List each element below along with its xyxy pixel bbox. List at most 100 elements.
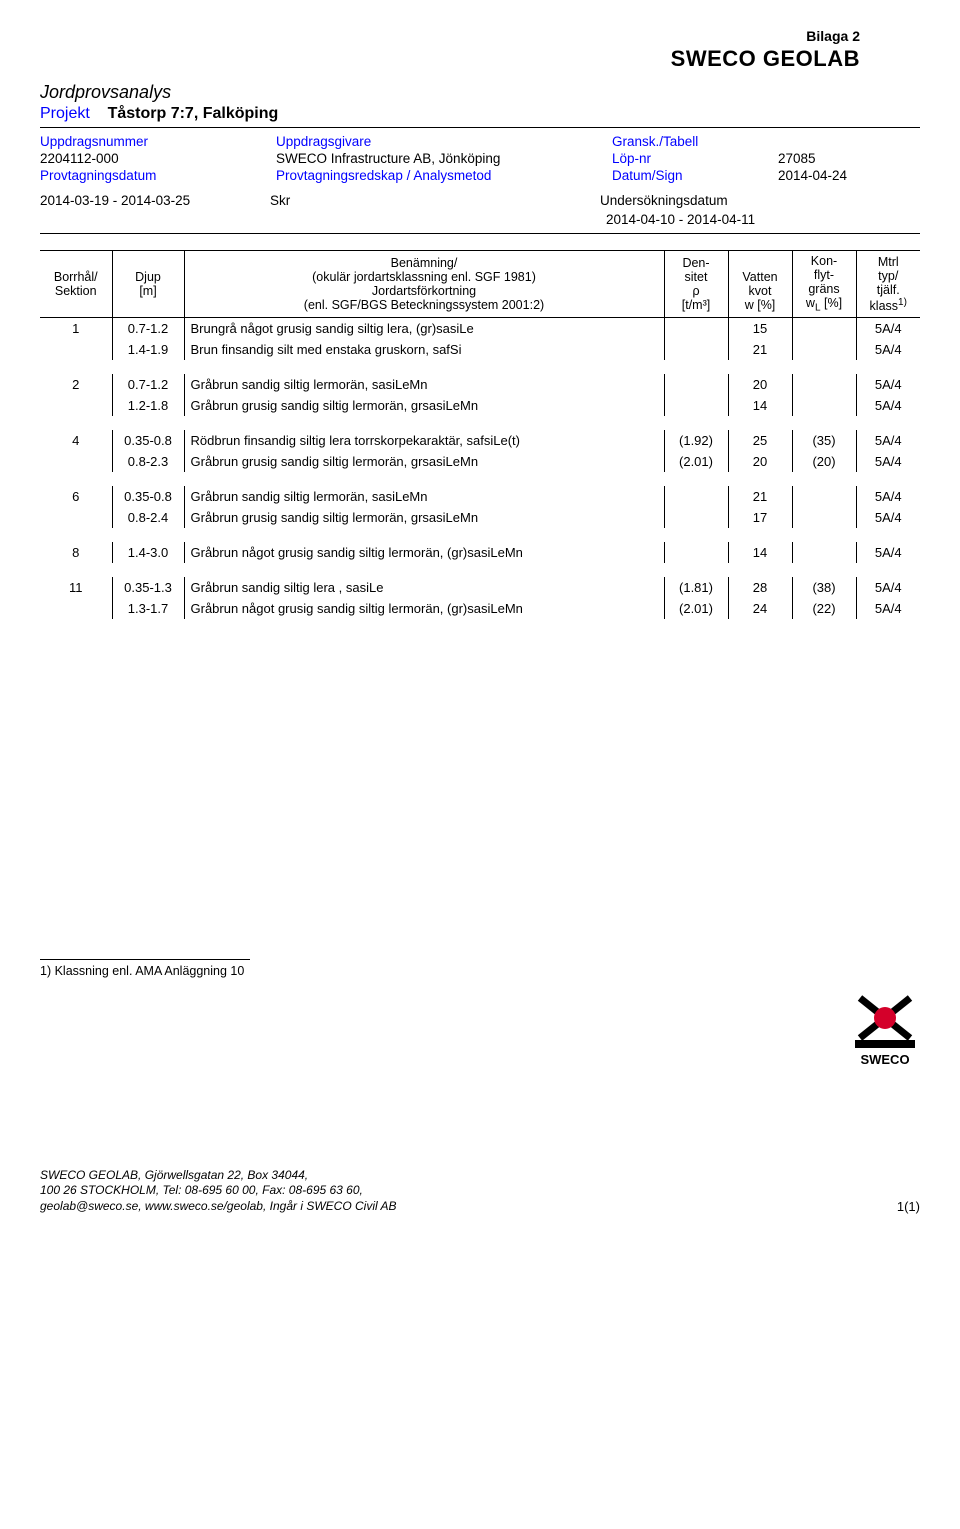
brand-label: SWECO GEOLAB [40,46,920,72]
cell-mtrl: 5A/4 [856,598,920,619]
cell-benamning: Rödbrun finsandig siltig lera torrskorpe… [184,430,664,451]
uppdragsgivare-label: Uppdragsgivare [276,134,606,149]
table-row: 0.8-2.4Gråbrun grusig sandig siltig lerm… [40,507,920,528]
cell-mtrl: 5A/4 [856,451,920,472]
cell-borrhal [40,339,112,360]
cell-kon: (38) [792,577,856,598]
uppdragsnummer-label: Uppdragsnummer [40,134,270,149]
cell-densitet [664,395,728,416]
cell-mtrl: 5A/4 [856,339,920,360]
cell-vatten: 15 [728,317,792,339]
gransk-label: Gransk./Tabell [612,134,772,149]
provtagningsredskap-value: Skr [270,193,600,208]
cell-djup: 1.2-1.8 [112,395,184,416]
table-row: 60.35-0.8Gråbrun sandig siltig lermorän,… [40,486,920,507]
projekt-value: Tåstorp 7:7, Falköping [108,105,279,122]
cell-benamning: Gråbrun sandig siltig lera , sasiLe [184,577,664,598]
cell-vatten: 28 [728,577,792,598]
cell-vatten: 17 [728,507,792,528]
cell-kon: (35) [792,430,856,451]
cell-djup: 0.7-1.2 [112,317,184,339]
cell-djup: 0.8-2.4 [112,507,184,528]
divider [40,233,920,234]
cell-benamning: Gråbrun grusig sandig siltig lermorän, g… [184,507,664,528]
cell-densitet [664,507,728,528]
cell-densitet [664,486,728,507]
th-djup: Djup[m] [112,251,184,318]
cell-borrhal: 2 [40,374,112,395]
provtagningsredskap-label: Provtagningsredskap / Analysmetod [276,168,606,183]
cell-borrhal [40,395,112,416]
cell-kon [792,339,856,360]
cell-mtrl: 5A/4 [856,542,920,563]
page-number: 1(1) [897,1199,920,1214]
cell-densitet: (1.92) [664,430,728,451]
table-row: 1.3-1.7Gråbrun något grusig sandig silti… [40,598,920,619]
cell-kon: (22) [792,598,856,619]
cell-kon [792,542,856,563]
bilaga-label: Bilaga 2 [40,28,920,44]
table-row: 10.7-1.2Brungrå något grusig sandig silt… [40,317,920,339]
cell-borrhal: 11 [40,577,112,598]
datumsign-label: Datum/Sign [612,168,772,183]
table-row: 1.2-1.8Gråbrun grusig sandig siltig lerm… [40,395,920,416]
table-row: 40.35-0.8Rödbrun finsandig siltig lera t… [40,430,920,451]
lopnr-label: Löp-nr [612,151,772,166]
table-row: 81.4-3.0Gråbrun något grusig sandig silt… [40,542,920,563]
cell-djup: 1.3-1.7 [112,598,184,619]
cell-benamning: Gråbrun grusig sandig siltig lermorän, g… [184,451,664,472]
cell-densitet: (2.01) [664,451,728,472]
cell-kon [792,507,856,528]
date-range-row: 2014-03-19 - 2014-03-25 Skr Undersökning… [40,193,920,208]
cell-vatten: 21 [728,486,792,507]
cell-mtrl: 5A/4 [856,430,920,451]
cell-borrhal [40,598,112,619]
provtagningsdatum-label: Provtagningsdatum [40,168,270,183]
th-benamning: Benämning/ (okulär jordartsklassning enl… [184,251,664,318]
meta-grid: Uppdragsnummer Uppdragsgivare Gransk./Ta… [40,134,920,183]
th-vattenkvot: Vatten kvot w [%] [728,251,792,318]
cell-borrhal: 4 [40,430,112,451]
cell-djup: 0.7-1.2 [112,374,184,395]
cell-vatten: 20 [728,374,792,395]
cell-djup: 0.35-0.8 [112,430,184,451]
cell-benamning: Gråbrun sandig siltig lermorän, sasiLeMn [184,486,664,507]
cell-densitet [664,317,728,339]
cell-densitet [664,374,728,395]
projekt-label: Projekt [40,105,90,122]
uppdragsnummer-value: 2204112-000 [40,151,270,166]
doc-title: Jordprovsanalys [40,82,920,103]
cell-mtrl: 5A/4 [856,577,920,598]
cell-vatten: 14 [728,542,792,563]
cell-djup: 1.4-1.9 [112,339,184,360]
datumsign-value: 2014-04-24 [778,168,898,183]
cell-vatten: 14 [728,395,792,416]
cell-benamning: Brungrå något grusig sandig siltig lera,… [184,317,664,339]
cell-vatten: 20 [728,451,792,472]
cell-borrhal [40,451,112,472]
th-mtrl: Mtrl typ/ tjälf. klass1) [856,251,920,318]
cell-mtrl: 5A/4 [856,395,920,416]
cell-mtrl: 5A/4 [856,317,920,339]
cell-densitet [664,339,728,360]
cell-densitet: (2.01) [664,598,728,619]
logo-text: SWECO [860,1052,909,1067]
cell-benamning: Brun finsandig silt med enstaka gruskorn… [184,339,664,360]
table-row: 20.7-1.2Gråbrun sandig siltig lermorän, … [40,374,920,395]
cell-borrhal: 6 [40,486,112,507]
cell-vatten: 21 [728,339,792,360]
cell-vatten: 24 [728,598,792,619]
uppdragsgivare-value: SWECO Infrastructure AB, Jönköping [276,151,606,166]
table-row: 0.8-2.3Gråbrun grusig sandig siltig lerm… [40,451,920,472]
cell-kon [792,395,856,416]
cell-densitet [664,542,728,563]
cell-djup: 0.35-0.8 [112,486,184,507]
cell-kon [792,317,856,339]
cell-borrhal: 1 [40,317,112,339]
cell-mtrl: 5A/4 [856,374,920,395]
cell-kon [792,486,856,507]
th-borrhal: Borrhål/Sektion [40,251,112,318]
cell-djup: 0.35-1.3 [112,577,184,598]
th-konflytgrans: Kon- flyt- gräns wL [%] [792,251,856,318]
undersokningsdatum-label: Undersökningsdatum [600,193,760,208]
